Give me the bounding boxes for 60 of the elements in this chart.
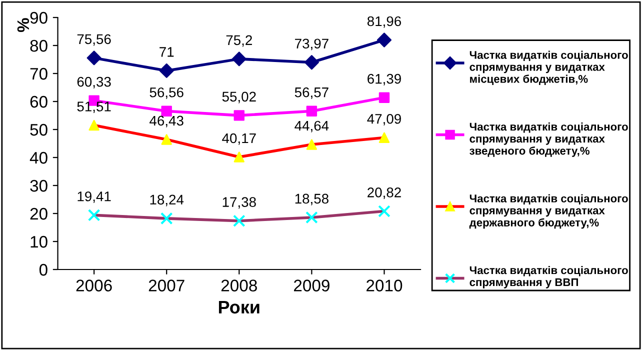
y-tick-label: 50 xyxy=(30,124,48,136)
y-tick-label: 0 xyxy=(39,264,48,276)
data-label: 51,51 xyxy=(77,102,111,114)
data-label: 71 xyxy=(160,47,174,57)
data-label: 81,96 xyxy=(367,16,402,28)
point xyxy=(161,106,172,116)
data-label: 75,2 xyxy=(226,35,252,47)
data-label: 55,02 xyxy=(222,92,256,104)
point xyxy=(306,106,318,116)
point xyxy=(234,152,244,162)
data-label: 20,82 xyxy=(368,188,401,199)
x-axis-title: Роки xyxy=(218,300,260,314)
data-label: 18,24 xyxy=(150,194,184,206)
x-tick-label: 2008 xyxy=(221,280,257,292)
data-label: 19,41 xyxy=(78,191,111,203)
point xyxy=(161,134,172,145)
point xyxy=(378,132,390,143)
y-axis-title: % xyxy=(17,18,30,32)
y-tick-label: 80 xyxy=(30,40,48,52)
x-tick-label: 2007 xyxy=(148,280,184,292)
point xyxy=(306,139,318,150)
data-label: 73,97 xyxy=(295,38,328,50)
data-label: 56,56 xyxy=(150,87,184,99)
legend-label: Частка видатків соціального спрямування у видатках державного бюджету,% xyxy=(469,194,628,229)
y-tick-label: 20 xyxy=(30,208,48,220)
point xyxy=(232,52,246,66)
data-label: 60,33 xyxy=(77,76,111,88)
point xyxy=(234,110,244,121)
point xyxy=(160,212,173,225)
y-tick-label: 60 xyxy=(30,96,48,108)
point xyxy=(159,63,174,78)
point xyxy=(232,214,246,228)
y-tick-label: 70 xyxy=(30,68,48,80)
y-tick-label: 40 xyxy=(30,152,48,164)
data-label: 44,64 xyxy=(294,120,329,132)
legend-label: Частка видатків соціального спрямування у видатках місцевих бюджетів,% xyxy=(470,50,628,85)
data-label: 17,38 xyxy=(222,197,256,209)
y-tick-label: 10 xyxy=(30,236,48,248)
point xyxy=(378,205,390,218)
data-label: 47,09 xyxy=(367,114,401,126)
data-label: 75,56 xyxy=(77,34,111,46)
data-label: 40,17 xyxy=(222,133,256,145)
point xyxy=(304,55,319,70)
data-label: 56,57 xyxy=(294,87,328,99)
point xyxy=(305,211,318,224)
legend-label: Частка видатків соціального спрямування у видатках зведеного бюджету,% xyxy=(470,122,628,157)
x-tick-label: 2009 xyxy=(294,280,330,292)
data-label: 18,58 xyxy=(295,194,328,206)
point xyxy=(86,50,102,66)
point xyxy=(378,92,390,103)
point xyxy=(88,208,100,222)
data-label: 61,39 xyxy=(368,74,401,86)
x-tick-label: 2010 xyxy=(366,280,402,292)
x-tick-label: 2006 xyxy=(76,280,112,292)
legend-label: Частка видатків соціального спрямування у ВВП xyxy=(470,266,628,288)
y-tick-label: 30 xyxy=(30,180,48,192)
data-label: 46,43 xyxy=(150,116,184,128)
point xyxy=(88,120,100,131)
point xyxy=(376,32,392,48)
y-tick-label: 90 xyxy=(30,12,48,24)
